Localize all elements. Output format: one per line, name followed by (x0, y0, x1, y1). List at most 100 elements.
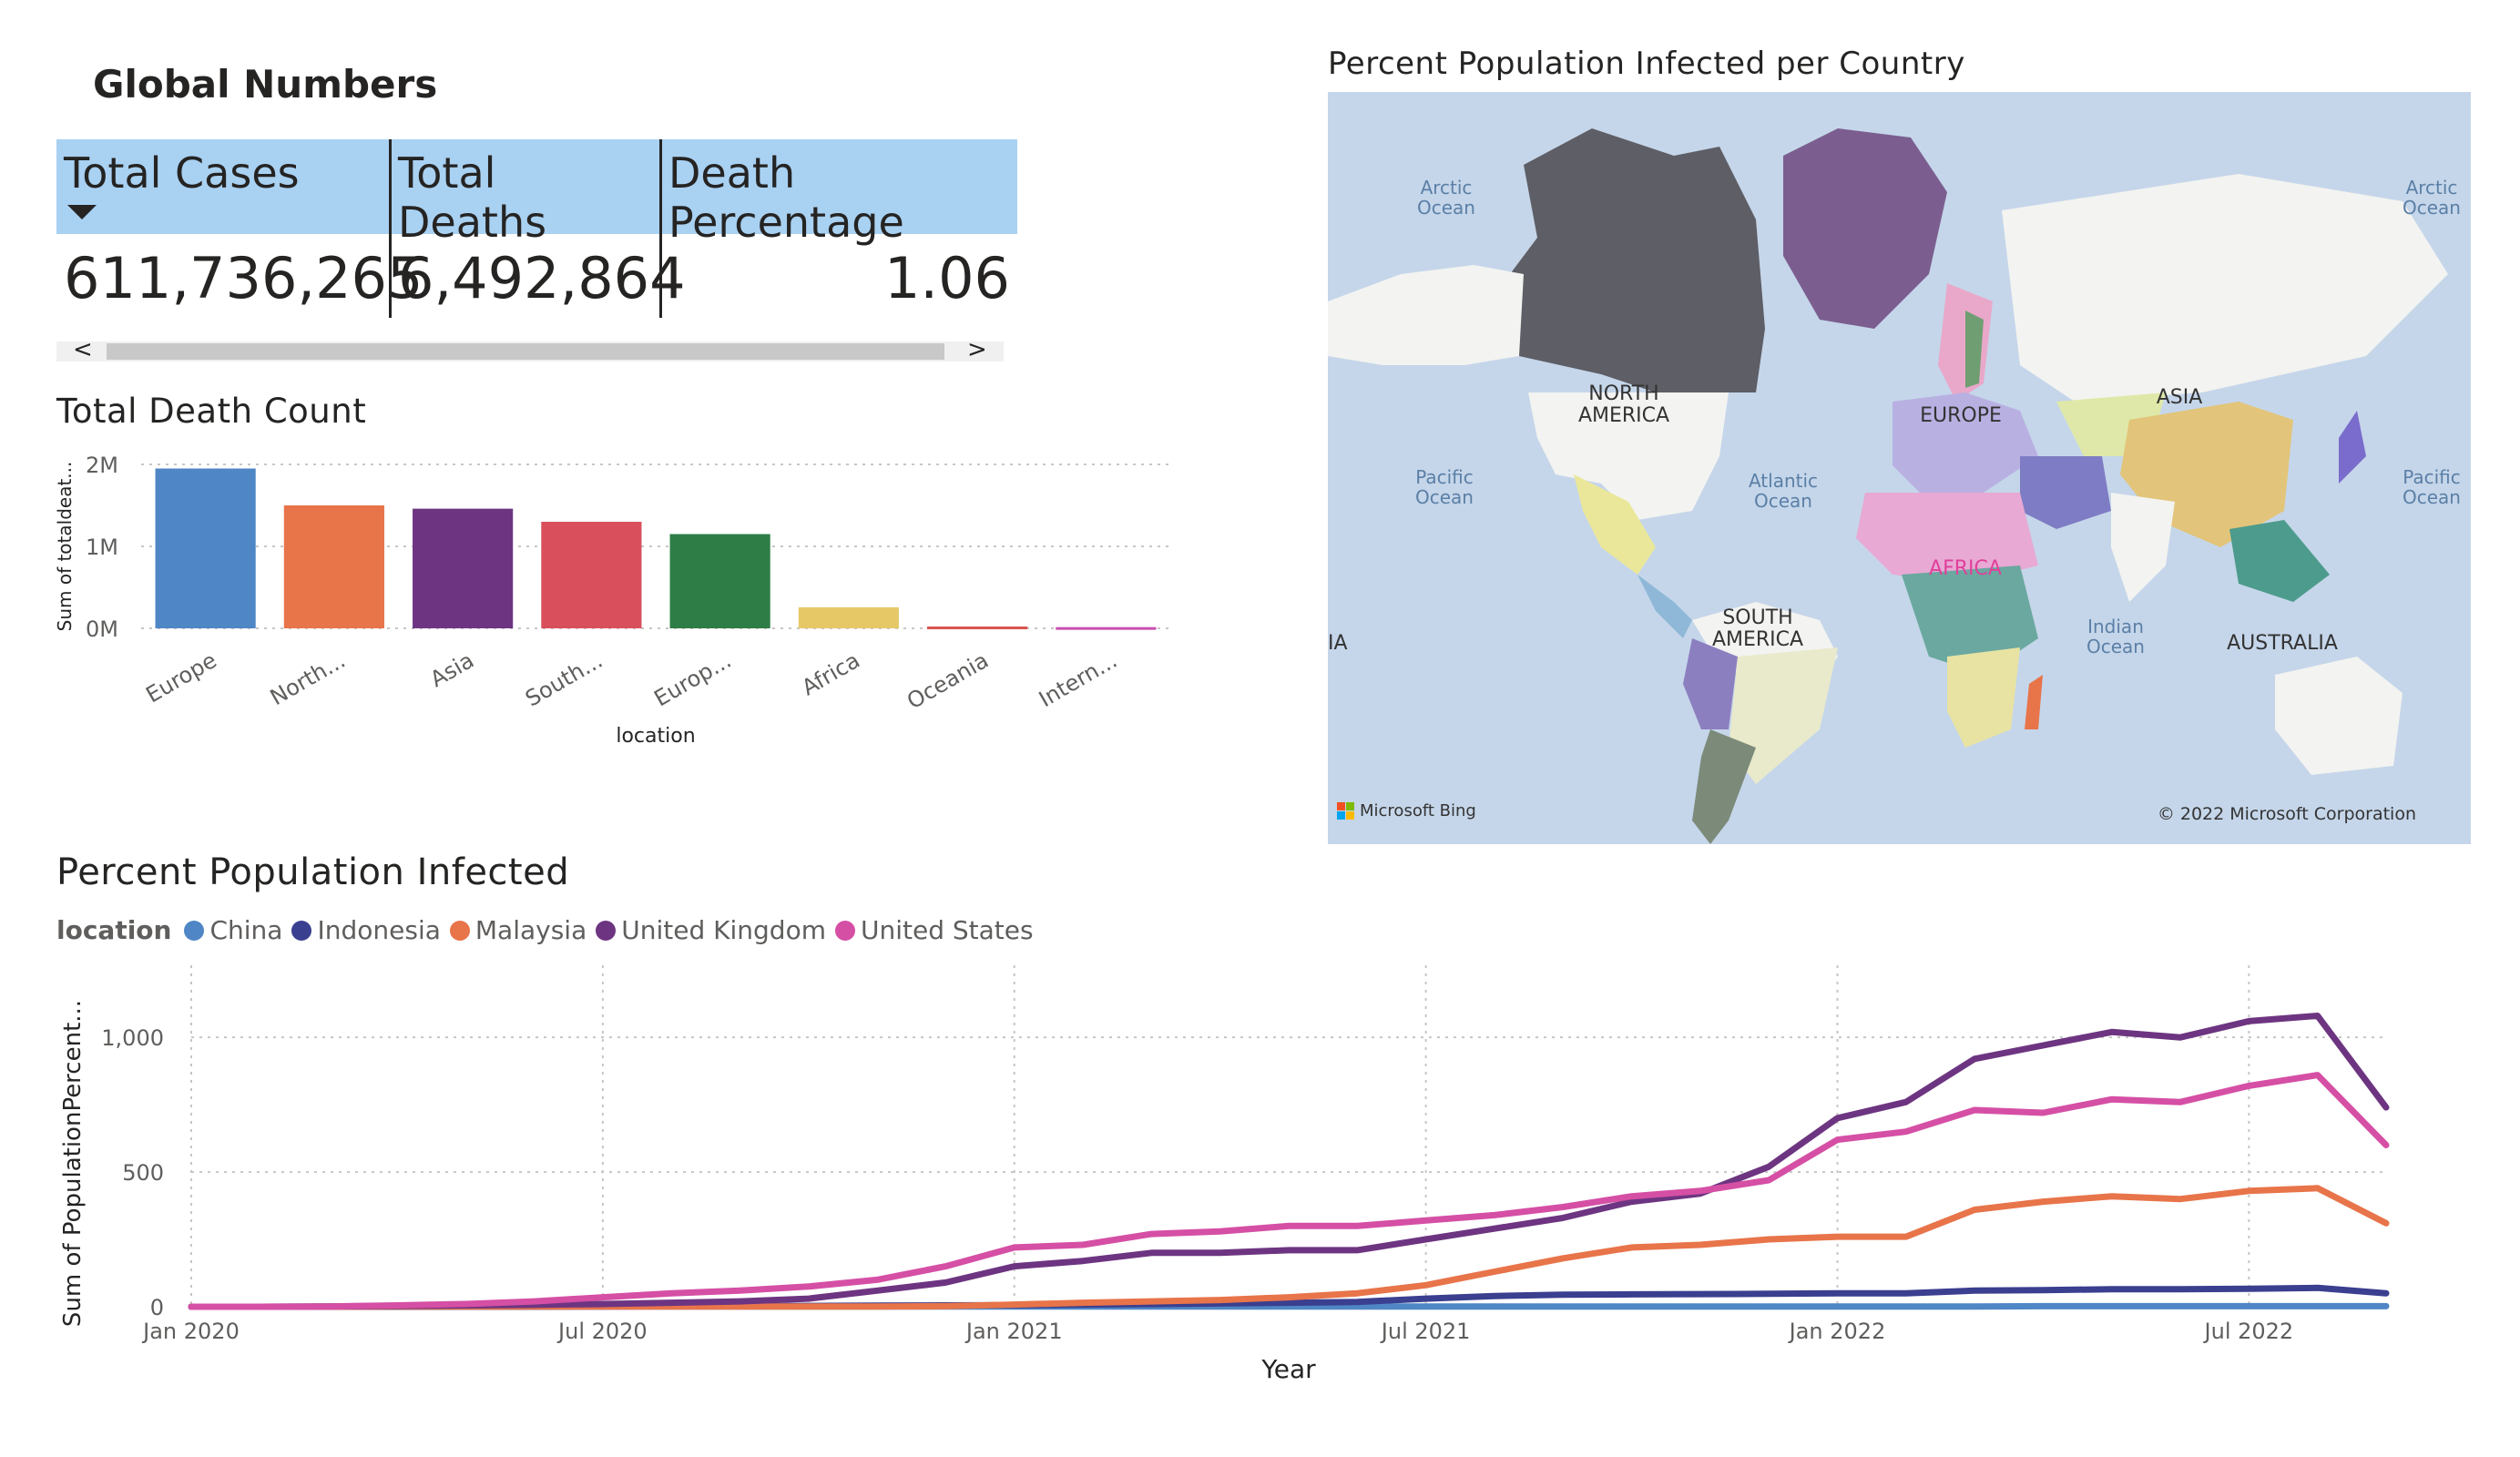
header-total-cases[interactable]: Total Cases (56, 139, 391, 234)
column-divider (659, 139, 662, 318)
bar-chart-title: Total Death Count (56, 392, 367, 431)
bar (413, 508, 514, 628)
land-peru (1683, 638, 1738, 729)
line-x-tick-label: Jul 2021 (1380, 1319, 1471, 1344)
legend-dot (291, 920, 312, 941)
label-edge-left: IA (1328, 632, 1348, 655)
bar-x-tick-label: Oceania (903, 647, 993, 714)
bar-x-axis-label: location (616, 725, 695, 748)
bar (155, 468, 256, 628)
legend-item-united-kingdom[interactable]: United Kingdom (596, 915, 826, 945)
line-x-axis-label: Year (1260, 1354, 1316, 1384)
land-mexico (1574, 474, 1656, 575)
land-sweden (1965, 311, 1984, 388)
map-canvas: Arctic Ocean Arctic Ocean NORTH AMERICA EUR… (1328, 128, 2461, 844)
legend-item-indonesia[interactable]: Indonesia (291, 915, 441, 945)
legend-item-united-states[interactable]: United States (834, 915, 1034, 945)
label-indian-ocean: Indian Ocean (2086, 616, 2145, 657)
label-europe: EUROPE (1920, 404, 2002, 427)
label-atlantic: Atlantic Ocean (1749, 470, 1818, 512)
land-alaska (1328, 265, 1524, 365)
map-attribution-right: © 2022 Microsoft Corporation (2158, 804, 2416, 824)
bar (1056, 627, 1157, 630)
bar (669, 534, 770, 628)
line-chart: 0 500 1,000 Jan 2020 Jul 2020 Jan 2021 Jul 202… (59, 965, 2390, 1384)
line-y-axis-label: Sum of PopulationPercent... (59, 1000, 87, 1327)
line-x-tick-label: Jul 2022 (2203, 1319, 2294, 1344)
bar-y-tick-label: 2M (86, 453, 118, 478)
cell-death-percentage: 1.06 (883, 244, 1010, 311)
legend-dot (596, 920, 617, 941)
label-australia: AUSTRALIA (2227, 632, 2338, 655)
cell-total-cases: 611,736,265 (64, 244, 423, 311)
series-line-united-states (188, 1072, 2390, 1310)
sort-desc-icon[interactable] (67, 205, 97, 219)
legend-item-malaysia[interactable]: Malaysia (449, 915, 587, 945)
label-pacific-left: Pacific Ocean (1415, 466, 1474, 508)
table-row: 611,736,265 6,492,864 1.06 (56, 234, 1017, 321)
label-north-america: NORTH AMERICA (1578, 382, 1669, 427)
microsoft-logo-icon (1337, 802, 1354, 820)
land-southern-africa (1947, 647, 2020, 748)
column-divider (389, 139, 392, 318)
label-pacific-right: Pacific Ocean (2403, 466, 2461, 508)
header-death-percentage[interactable]: Death Percentage (668, 148, 904, 247)
bar-y-axis-label: Sum of totaldeat... (54, 462, 76, 632)
label-arctic-left: Arctic Ocean (1417, 177, 1475, 219)
table-header-row: Total Cases Total Deaths Death Percentag… (56, 139, 1017, 247)
land-usa (1528, 392, 1729, 520)
label-south-america: SOUTH AMERICA (1712, 606, 1803, 651)
line-x-tick-label: Jan 2021 (964, 1319, 1063, 1344)
legend-item-china[interactable]: China (184, 915, 282, 945)
bar-x-tick-label: Africa (798, 647, 864, 700)
legend-title: location (56, 915, 172, 945)
cell-total-deaths: 6,492,864 (398, 244, 686, 311)
bar-x-tick-label: North... (266, 647, 350, 710)
bar-y-tick-label: 0M (86, 616, 118, 642)
bar (927, 627, 1028, 630)
legend-dot (834, 920, 855, 941)
land-japan (2339, 411, 2366, 484)
line-y-tick-label: 500 (122, 1160, 164, 1186)
land-europe (1893, 392, 2038, 493)
world-map[interactable]: Arctic Ocean Arctic Ocean NORTH AMERICA EUR… (1328, 92, 2471, 844)
bar-x-tick-label: South... (521, 647, 607, 712)
line-y-tick-label: 0 (150, 1295, 164, 1320)
line-x-tick-label: Jan 2020 (141, 1319, 240, 1344)
land-southeast-asia (2229, 520, 2330, 602)
land-greenland (1783, 128, 1947, 329)
bar-y-tick-label: 1M (86, 535, 118, 560)
bar (541, 522, 642, 628)
map-attribution-left: Microsoft Bing (1360, 801, 1476, 820)
header-total-deaths[interactable]: Total Deaths (398, 148, 547, 247)
land-brazil (1729, 647, 1838, 784)
bar (283, 505, 384, 628)
land-canada (1510, 128, 1765, 392)
horizontal-scrollbar[interactable]: < > (56, 336, 1004, 363)
land-central-america (1637, 575, 1692, 638)
line-chart-legend: location China Indonesia Malaysia United… (56, 915, 1043, 945)
line-x-tick-label: Jul 2020 (556, 1319, 648, 1344)
bar (798, 606, 899, 628)
land-argentina (1692, 729, 1756, 844)
legend-dot (184, 920, 205, 941)
series-line-united-kingdom (188, 1013, 2390, 1310)
scroll-thumb[interactable] (107, 343, 944, 360)
bar-chart: 0M 1M 2M Sum of totaldeat... Europe North... A… (54, 453, 1170, 748)
scroll-left-icon[interactable]: < (73, 336, 93, 363)
bar-x-tick-label: Europ... (649, 647, 735, 712)
line-chart-title: Percent Population Infected (56, 851, 570, 893)
scroll-right-icon[interactable]: > (967, 336, 987, 363)
land-central-africa (1902, 565, 2038, 675)
label-asia: ASIA (2157, 386, 2203, 409)
bar-x-tick-label: Intern... (1035, 647, 1121, 712)
map-title: Percent Population Infected per Country (1328, 46, 1965, 82)
label-arctic-right: Arctic Ocean (2403, 177, 2461, 219)
land-madagascar (2025, 675, 2043, 729)
global-numbers-title: Global Numbers (93, 62, 438, 107)
label-africa: AFRICA (1929, 557, 2002, 580)
line-x-tick-label: Jan 2022 (1788, 1319, 1886, 1344)
line-y-tick-label: 1,000 (101, 1025, 164, 1051)
bar-x-tick-label: Asia (426, 647, 479, 692)
global-numbers-table: Total Cases Total Deaths Death Percentag… (56, 139, 1017, 321)
